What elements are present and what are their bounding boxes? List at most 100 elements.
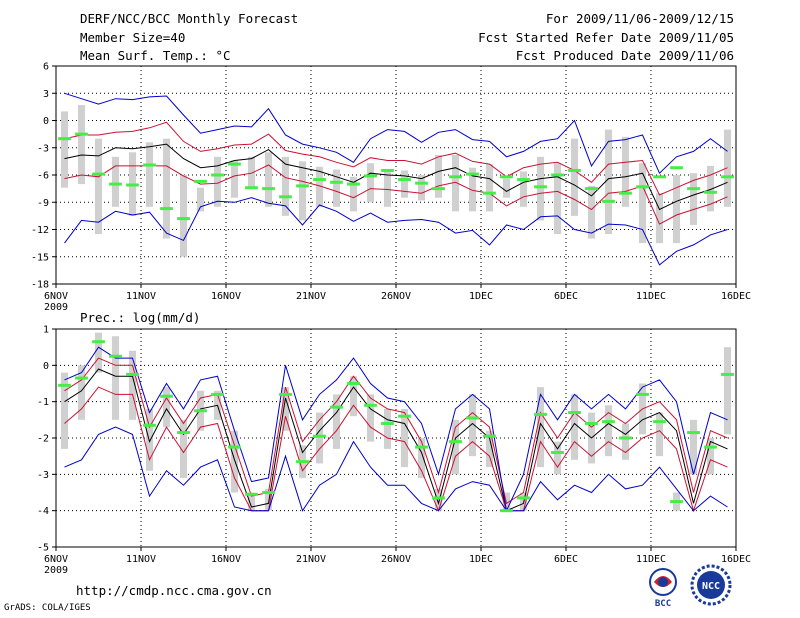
- prec-observed-mark: [585, 421, 598, 425]
- temp-observed-mark: [670, 166, 683, 170]
- prec-observed-mark: [313, 434, 326, 438]
- temp-box: [536, 156, 545, 221]
- temp-box: [349, 176, 358, 212]
- prec-observed-mark: [177, 431, 190, 435]
- temp-box: [230, 160, 239, 198]
- prec-title: Prec.: log(mm/d): [80, 310, 201, 325]
- temp-observed-mark: [687, 187, 700, 191]
- prec-observed-mark: [449, 440, 462, 444]
- prec-box: [315, 412, 324, 464]
- temp-observed-mark: [500, 175, 513, 179]
- prec-observed-mark: [58, 383, 71, 387]
- prec-frame: [55, 328, 737, 548]
- temp-box: [366, 163, 375, 203]
- temp-observed-mark: [721, 175, 734, 179]
- temp-observed-mark: [262, 187, 275, 191]
- temp-observed-mark: [347, 182, 360, 186]
- prec-observed-mark: [75, 376, 88, 380]
- temp-box: [553, 163, 562, 235]
- temp-observed-mark: [92, 172, 105, 176]
- prec-box: [179, 419, 188, 478]
- temp-box: [145, 142, 154, 207]
- prec-ytick-label: 0: [43, 361, 49, 372]
- prec-observed-mark: [687, 431, 700, 435]
- prec-series-upper_sd: [64, 357, 728, 505]
- temp-series-upper_sd: [64, 121, 728, 196]
- temp-box: [604, 129, 613, 235]
- temp-xtick-label: 6DEC: [554, 291, 578, 302]
- prec-observed-mark: [619, 436, 632, 440]
- prec-observed-mark: [466, 416, 479, 420]
- prec-observed-mark: [636, 392, 649, 396]
- temp-box: [638, 163, 647, 244]
- prec-observed-mark: [194, 409, 207, 413]
- prec-ytick-label: 1: [43, 325, 49, 336]
- prec-observed-mark: [500, 509, 513, 513]
- title-right-3: Fcst Produced Date 2009/11/06: [515, 48, 734, 63]
- prec-xtick-label: 1DEC: [469, 554, 493, 565]
- prec-observed-mark: [245, 492, 258, 496]
- temp-observed-mark: [245, 186, 258, 190]
- temp-box: [689, 173, 698, 225]
- prec-box: [281, 387, 290, 431]
- prec-observed-mark: [160, 394, 173, 398]
- prec-observed-mark: [381, 421, 394, 425]
- ncc-logo: NCC: [690, 564, 732, 606]
- temp-observed-mark: [211, 173, 224, 177]
- prec-observed-mark: [602, 420, 615, 424]
- temp-observed-mark: [75, 132, 88, 136]
- prec-box: [723, 347, 732, 435]
- prec-xtick-label: 11DEC: [636, 554, 666, 565]
- temp-xtick-label: 16DEC: [721, 291, 751, 302]
- prec-observed-mark: [211, 392, 224, 396]
- prec-observed-mark: [109, 354, 122, 358]
- temp-observed-mark: [585, 187, 598, 191]
- prec-observed-mark: [262, 491, 275, 494]
- temp-xtick-label: 21NOV: [296, 291, 326, 302]
- prec-box: [247, 492, 256, 511]
- prec-observed-mark: [143, 423, 156, 427]
- temp-ytick-label: -6: [37, 171, 49, 182]
- prec-observed-mark: [517, 496, 530, 500]
- temp-ytick-label: 3: [43, 89, 49, 100]
- prec-year-label: 2009: [44, 565, 68, 576]
- temp-observed-mark: [381, 168, 394, 172]
- prec-observed-mark: [551, 451, 564, 455]
- temp-box: [672, 175, 681, 244]
- prec-box: [468, 394, 477, 457]
- prec-xtick-label: 21NOV: [296, 554, 326, 565]
- prec-xtick-label: 6DEC: [554, 554, 578, 565]
- footer-url[interactable]: http://cmdp.ncc.cma.gov.cn: [76, 583, 272, 598]
- temp-box: [485, 164, 494, 212]
- temp-observed-mark: [330, 180, 343, 184]
- prec-box: [689, 419, 698, 475]
- prec-observed-mark: [432, 496, 445, 500]
- prec-box: [570, 394, 579, 460]
- prec-xtick-label: 11NOV: [126, 554, 156, 565]
- temp-box: [587, 185, 596, 239]
- temp-observed-mark: [364, 174, 377, 178]
- temp-observed-mark: [109, 182, 122, 186]
- prec-box: [77, 365, 86, 420]
- prec-box: [553, 441, 562, 475]
- prec-box: [621, 423, 630, 460]
- temp-observed-mark: [177, 217, 190, 221]
- prec-box: [400, 408, 409, 468]
- temp-observed-mark: [313, 178, 326, 182]
- temp-observed-mark: [551, 173, 564, 177]
- prec-ytick-label: -5: [37, 543, 49, 554]
- bcc-logo-text: BCC: [655, 599, 671, 608]
- prec-xtick-label: 16NOV: [211, 554, 241, 565]
- temp-box: [60, 111, 69, 188]
- prec-box: [332, 394, 341, 449]
- prec-observed-mark: [534, 412, 547, 416]
- temp-series-ensemble_mean: [64, 143, 728, 211]
- temp-observed-mark: [602, 199, 615, 203]
- prec-box: [128, 350, 137, 420]
- prec-observed-mark: [126, 372, 139, 376]
- temp-observed-mark: [483, 191, 496, 195]
- temp-box: [281, 156, 290, 216]
- temp-ytick-label: -3: [37, 143, 49, 154]
- prec-box: [230, 430, 239, 493]
- temp-observed-mark: [160, 207, 173, 211]
